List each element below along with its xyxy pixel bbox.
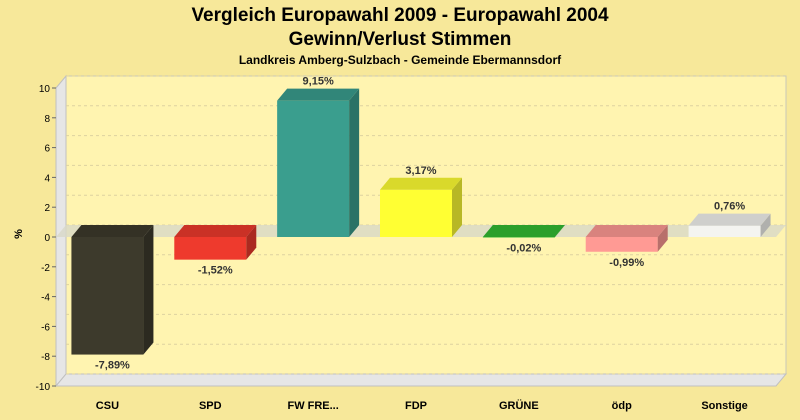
chart-title-line2: Gewinn/Verlust Stimmen [289,29,512,50]
bar-5 [585,225,668,252]
bar-top [71,225,154,237]
x-category-label: GRÜNE [499,399,539,412]
y-tick-label: 6 [44,144,50,155]
bar-side [657,225,668,252]
x-axis-labels: CSU SPD FW FRE... FDP GRÜNE ödp Sonstige [96,399,748,412]
data-label: 9,15% [303,76,334,88]
data-label: -0,99% [609,257,644,269]
chart-title: Vergleich Europawahl 2009 - Europawahl 2… [191,5,609,26]
bar-top [174,225,257,237]
data-label: -1,52% [198,265,233,277]
chart-subtitle: Landkreis Amberg-Sulzbach - Gemeinde Ebe… [239,53,562,67]
x-category-label: SPD [199,400,222,412]
y-tick-label: -4 [41,293,50,304]
bar-front [482,237,555,238]
y-tick-label: -8 [41,352,50,363]
x-category-label: Sonstige [701,400,747,412]
bar-top [482,225,565,237]
bar-2 [277,88,360,237]
y-tick-label: -2 [41,263,50,274]
bar-side [554,225,565,238]
bar-side [760,213,771,237]
bar-side [349,88,360,237]
bars [71,88,771,355]
x-category-label: ödp [612,400,632,412]
bar-side [143,225,154,355]
y-axis-ticks: -10 -8 -6 -4 -2 0 2 4 6 8 10 [36,84,56,393]
bar-top [380,177,462,190]
bar-4 [482,225,565,238]
data-label: -0,02% [506,242,541,254]
bar-front [585,237,658,252]
bar-front [277,100,350,237]
bar-front [71,237,144,355]
x-category-label: CSU [96,400,119,412]
data-label: -7,89% [95,360,130,372]
x-category-label: FDP [405,400,427,412]
y-tick-label: 10 [39,84,51,95]
bar-top [277,88,360,101]
bar-top [585,225,668,237]
x-category-label: FW FRE... [287,400,338,412]
bar-side [452,177,462,237]
y-tick-label: -10 [36,382,51,393]
bar-front [380,189,452,237]
bar-front [174,237,247,260]
data-labels: -7,89% -1,52% 9,15% 3,17% -0,02% -0,99% 0,76% [95,76,745,372]
y-tick-label: 8 [44,114,50,125]
y-axis-label: % [13,229,25,239]
bar-1 [174,225,257,260]
bar-0 [71,225,154,355]
bar-side [246,225,257,260]
data-label: 0,76% [714,201,745,213]
y-tick-label: 0 [44,233,50,244]
plot-floor [54,373,788,387]
bar-3 [380,177,462,237]
bar-6 [688,213,771,237]
y-tick-label: 2 [44,203,50,214]
y-tick-label: 4 [44,173,50,184]
data-label: 3,17% [405,165,436,177]
bar-top [688,213,771,226]
bar-front [688,225,761,237]
y-tick-label: -6 [41,322,50,333]
